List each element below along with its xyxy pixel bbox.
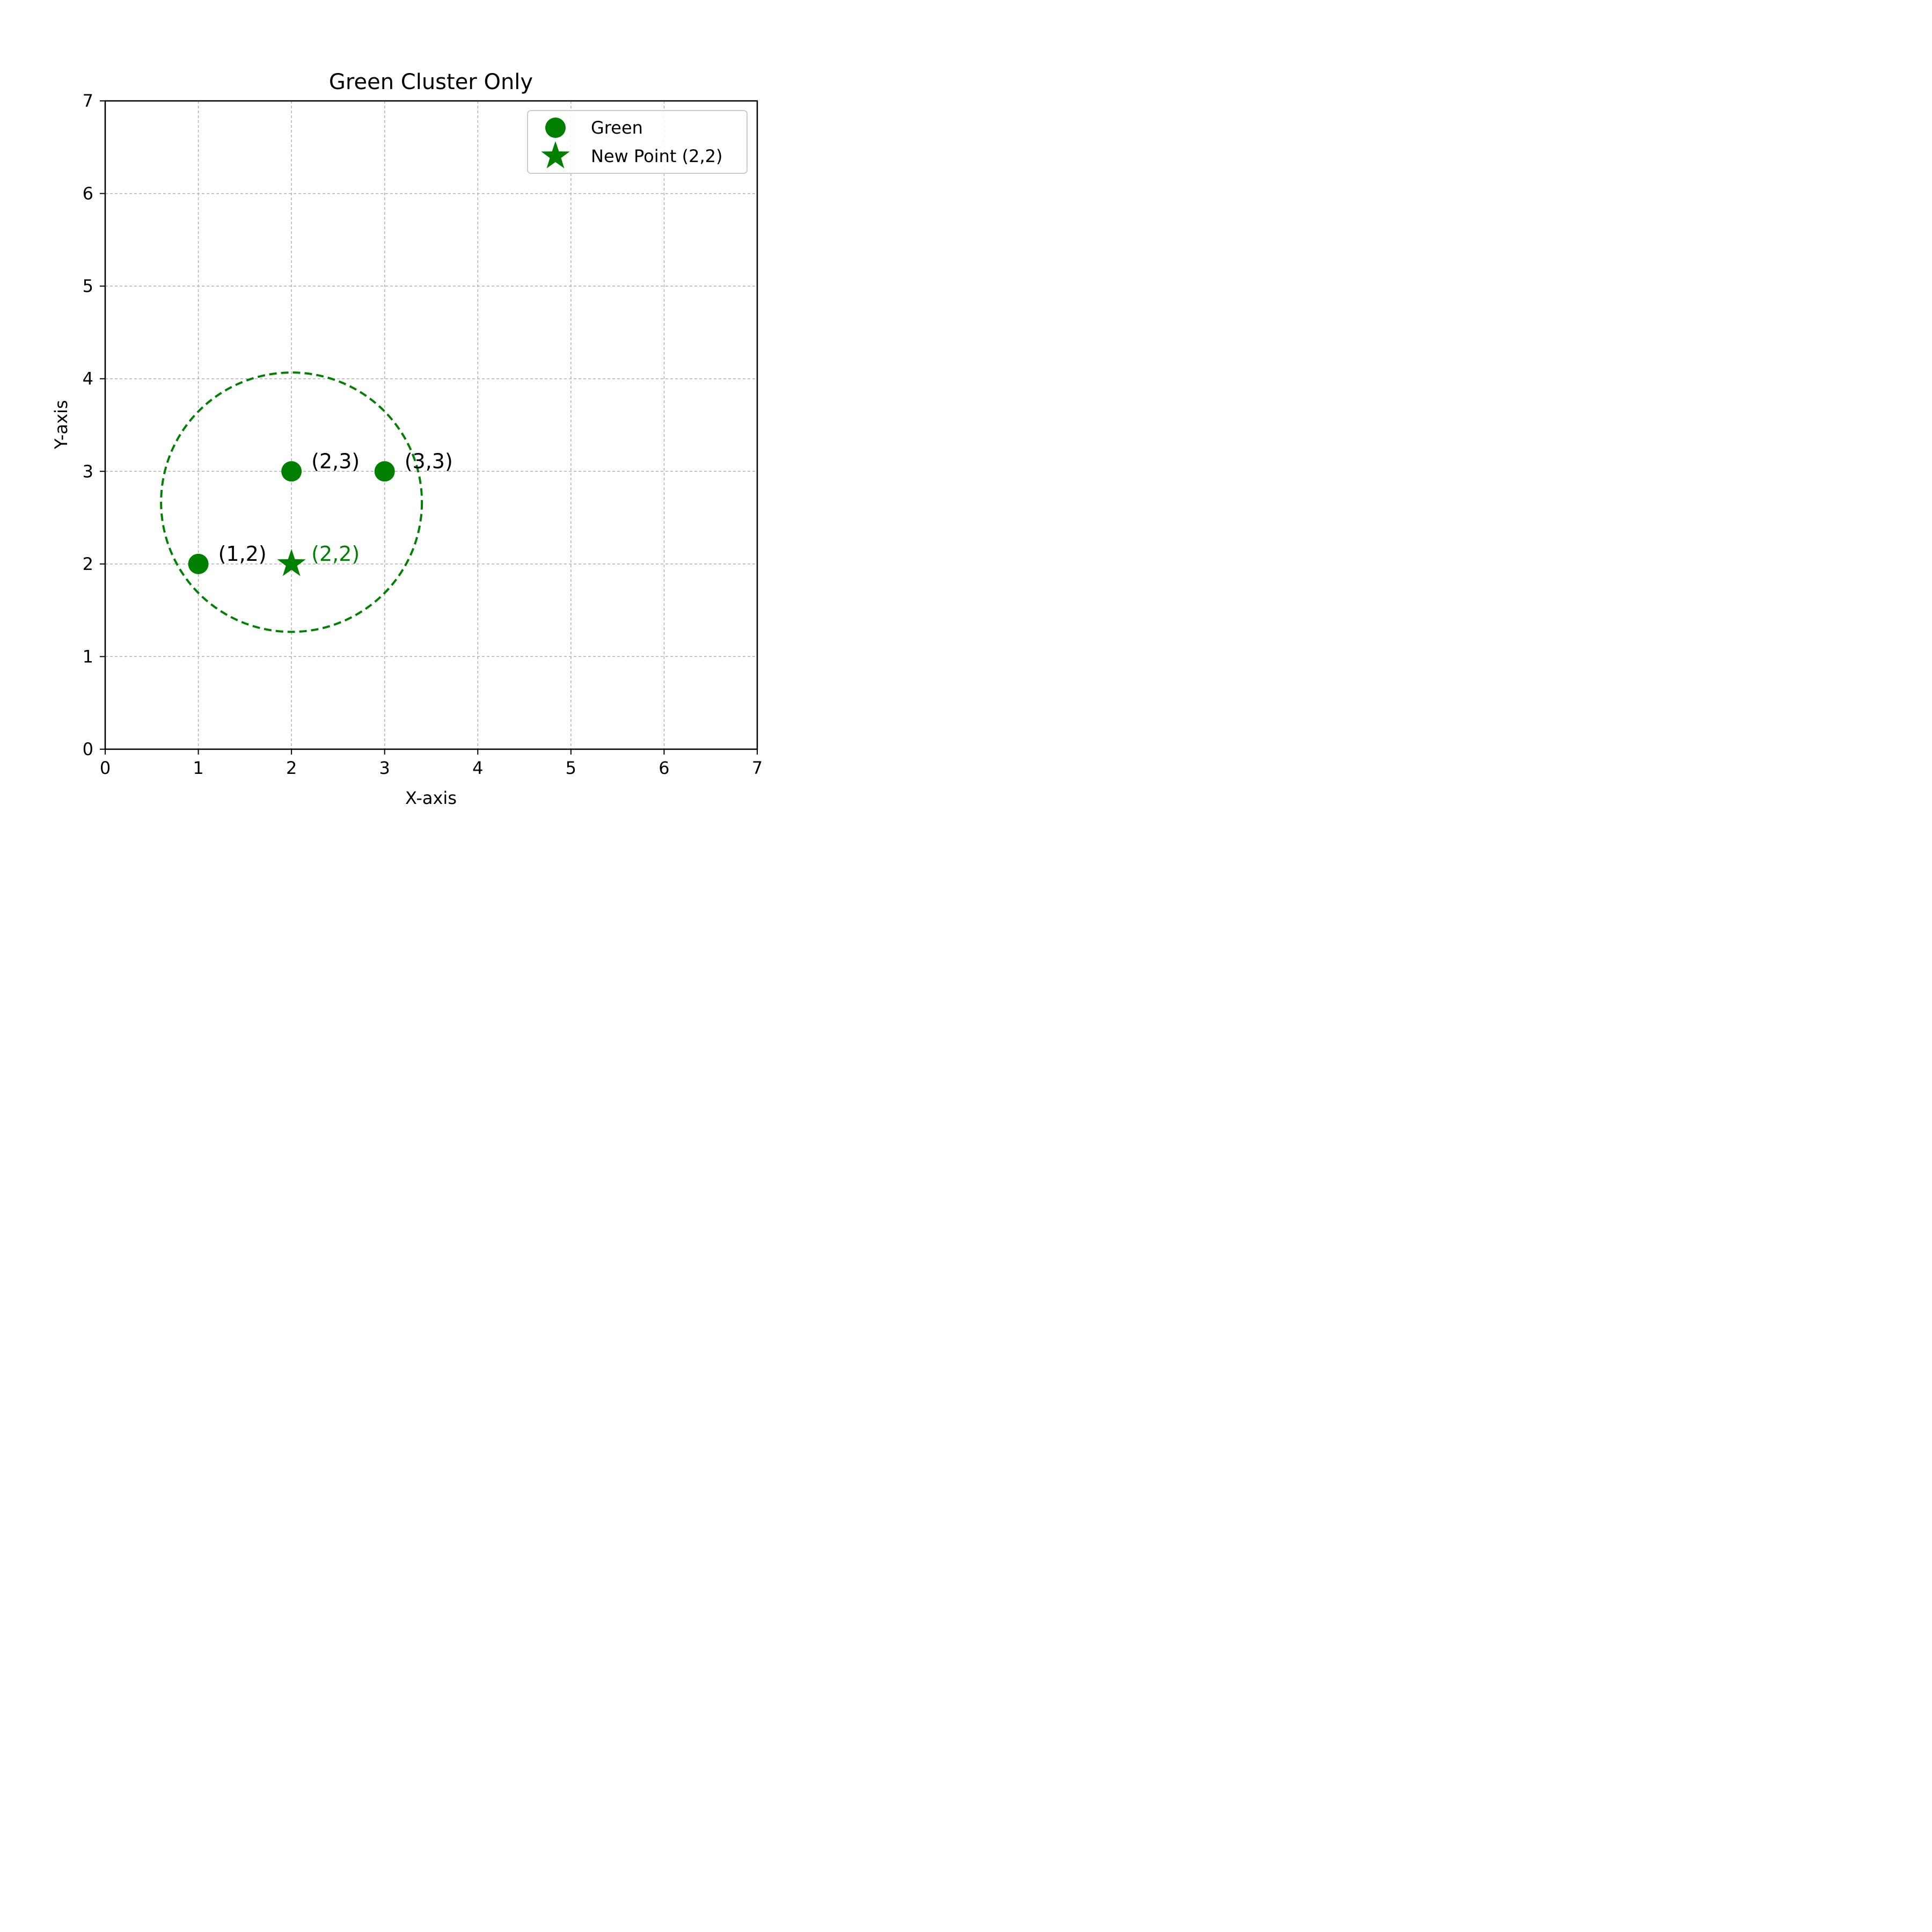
data-point-circle (281, 461, 302, 482)
cluster-circle (160, 371, 423, 633)
point-labels-layer: (1,2) (2,3) (3,3) (2,2) (218, 449, 453, 566)
chart-svg: Green Cluster Only 0 1 2 3 4 5 6 7 0 1 2 3 4 5 6 7 (1,2… (0, 0, 829, 829)
y-tick-label: 3 (83, 461, 93, 481)
x-axis-label: X-axis (405, 788, 457, 808)
x-tick-label: 4 (472, 758, 483, 778)
y-tick-label: 5 (83, 276, 93, 296)
x-tick-label: 3 (379, 758, 390, 778)
y-tick-label: 4 (83, 369, 93, 389)
legend-label: New Point (2,2) (591, 146, 722, 166)
chart-container: Green Cluster Only 0 1 2 3 4 5 6 7 0 1 2 3 4 5 6 7 (1,2… (0, 0, 829, 829)
legend-marker-star (541, 141, 570, 169)
y-tick-label: 6 (83, 184, 93, 204)
grid-layer (105, 100, 758, 750)
x-tick-label: 5 (566, 758, 576, 778)
axes-layer: 0 1 2 3 4 5 6 7 0 1 2 3 4 5 6 7 (83, 91, 763, 778)
data-point-circle (188, 553, 209, 574)
cluster-circle-layer (160, 371, 423, 633)
chart-title: Green Cluster Only (329, 70, 533, 94)
data-point-label: (3,3) (405, 449, 453, 473)
x-tick-label: 7 (752, 758, 763, 778)
x-tick-label: 0 (100, 758, 111, 778)
data-point-star (277, 548, 306, 576)
plot-frame (104, 100, 758, 750)
legend-label: Green (591, 118, 643, 138)
y-tick-label: 1 (83, 646, 93, 667)
legend-marker-circle (545, 118, 566, 138)
y-tick-label: 0 (83, 739, 93, 759)
x-tick-label: 6 (658, 758, 669, 778)
data-point-label: (1,2) (218, 542, 267, 566)
y-tick-label: 7 (83, 91, 93, 111)
points-layer (188, 461, 395, 576)
legend: Green New Point (2,2) (527, 110, 748, 174)
legend-box (527, 110, 748, 174)
data-point-label: (2,3) (311, 449, 360, 473)
x-tick-label: 1 (193, 758, 203, 778)
data-point-circle (374, 461, 395, 482)
x-tick-label: 2 (286, 758, 297, 778)
y-tick-label: 2 (83, 554, 93, 574)
data-point-label: (2,2) (311, 542, 360, 566)
y-axis-label: Y-axis (51, 400, 71, 449)
